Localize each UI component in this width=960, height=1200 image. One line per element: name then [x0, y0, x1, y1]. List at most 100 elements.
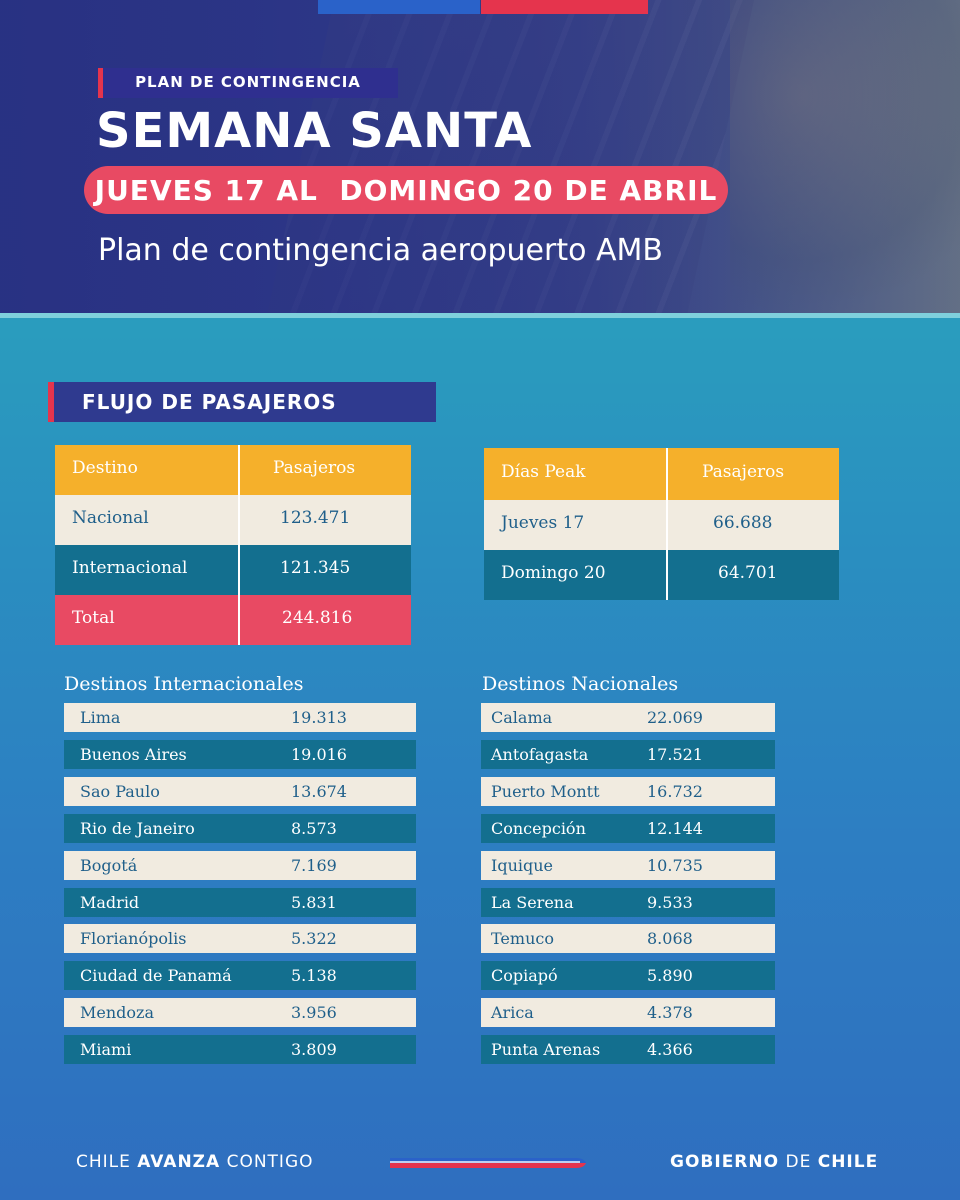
peak-row-value: 66.688: [713, 513, 773, 533]
list-item-name-cell: Puerto Montt: [481, 777, 624, 806]
peak-row-label: Domingo 20: [501, 563, 606, 583]
destination-name: La Serena: [491, 893, 574, 912]
list-item: La Serena 9.533: [481, 888, 775, 917]
destination-name: Punta Arenas: [491, 1040, 601, 1059]
summary-row: Nacional 123.471: [55, 495, 411, 545]
peak-header-row: Días Peak Pasajeros: [484, 448, 839, 500]
list-item: Sao Paulo 13.674: [64, 777, 416, 806]
list-item: Concepción 12.144: [481, 814, 775, 843]
list-item-value-cell: 8.573: [274, 814, 416, 843]
passenger-count: 4.378: [647, 1003, 693, 1022]
list-item-name-cell: Bogotá: [64, 851, 266, 880]
flag-stripe-blue: [318, 0, 480, 14]
passenger-count: 9.533: [647, 893, 693, 912]
peak-row: Domingo 20 64.701: [484, 550, 839, 600]
list-item-value-cell: 19.313: [274, 703, 416, 732]
list-item: Antofagasta 17.521: [481, 740, 775, 769]
summary-total-row: Total 244.816: [55, 595, 411, 645]
passenger-count: 13.674: [291, 782, 347, 801]
footer-slogan-suffix: CONTIGO: [220, 1152, 314, 1172]
peak-days-table: Días Peak Pasajeros Jueves 17 66.688 Dom…: [484, 448, 839, 600]
passenger-count: 3.809: [291, 1040, 337, 1059]
list-item: Miami 3.809: [64, 1035, 416, 1064]
list-item-value-cell: 7.169: [274, 851, 416, 880]
destination-name: Mendoza: [80, 1003, 154, 1022]
destination-name: Florianópolis: [80, 929, 187, 948]
list-item: Arica 4.378: [481, 998, 775, 1027]
passenger-count: 19.016: [291, 745, 347, 764]
list-item-name-cell: Miami: [64, 1035, 266, 1064]
passenger-count: 7.169: [291, 856, 337, 875]
list-item-name-cell: Concepción: [481, 814, 624, 843]
list-item: Bogotá 7.169: [64, 851, 416, 880]
flag-swoosh-icon: [390, 1158, 586, 1168]
list-item-value-cell: 5.831: [274, 888, 416, 917]
list-item: Rio de Janeiro 8.573: [64, 814, 416, 843]
list-item: Madrid 5.831: [64, 888, 416, 917]
destination-name: Rio de Janeiro: [80, 819, 195, 838]
summary-row-value: 121.345: [280, 558, 351, 578]
footer-gov-bold1: GOBIERNO: [670, 1152, 780, 1172]
destination-name: Temuco: [491, 929, 554, 948]
date-range: JUEVES 17 AL DOMINGO 20 DE ABRIL: [94, 174, 718, 207]
list-item: Ciudad de Panamá 5.138: [64, 961, 416, 990]
list-item-name-cell: Sao Paulo: [64, 777, 266, 806]
list-item-name-cell: Antofagasta: [481, 740, 624, 769]
passenger-count: 8.068: [647, 929, 693, 948]
passenger-count: 22.069: [647, 708, 703, 727]
destination-name: Ciudad de Panamá: [80, 966, 232, 985]
peak-header-pasajeros: Pasajeros: [702, 462, 785, 482]
passenger-count: 5.890: [647, 966, 693, 985]
footer-government: GOBIERNO DE CHILE: [670, 1152, 878, 1172]
destination-name: Bogotá: [80, 856, 138, 875]
destination-name: Sao Paulo: [80, 782, 160, 801]
list-item-name-cell: Rio de Janeiro: [64, 814, 266, 843]
hero-overlay: [0, 0, 960, 318]
date-pill: JUEVES 17 AL DOMINGO 20 DE ABRIL: [84, 166, 728, 214]
section-header: FLUJO DE PASAJEROS: [48, 382, 436, 422]
footer-slogan-prefix: CHILE: [76, 1152, 138, 1172]
list-item: Mendoza 3.956: [64, 998, 416, 1027]
list-item: Punta Arenas 4.366: [481, 1035, 775, 1064]
summary-row-label: Internacional: [72, 558, 188, 578]
national-list-title: Destinos Nacionales: [482, 673, 679, 695]
list-item-name-cell: Iquique: [481, 851, 624, 880]
list-item-name-cell: Temuco: [481, 924, 624, 953]
list-item-name-cell: Arica: [481, 998, 624, 1027]
footer-slogan-bold: AVANZA: [137, 1152, 221, 1172]
list-item: Lima 19.313: [64, 703, 416, 732]
list-item-name-cell: Florianópolis: [64, 924, 266, 953]
list-item: Iquique 10.735: [481, 851, 775, 880]
list-item-value-cell: 3.809: [274, 1035, 416, 1064]
destination-name: Puerto Montt: [491, 782, 600, 801]
destination-name: Copiapó: [491, 966, 558, 985]
list-item: Puerto Montt 16.732: [481, 777, 775, 806]
list-item-value-cell: 16.732: [632, 777, 775, 806]
summary-header-row: Destino Pasajeros: [55, 445, 411, 495]
list-item-value-cell: 19.016: [274, 740, 416, 769]
list-item: Temuco 8.068: [481, 924, 775, 953]
page-title: SEMANA SANTA: [96, 103, 533, 159]
list-item-name-cell: Copiapó: [481, 961, 624, 990]
list-item-name-cell: Ciudad de Panamá: [64, 961, 266, 990]
hero-banner-photo: [0, 0, 960, 318]
summary-table: Destino Pasajeros Nacional 123.471 Inter…: [55, 445, 411, 645]
destination-name: Antofagasta: [491, 745, 589, 764]
passenger-count: 12.144: [647, 819, 703, 838]
passenger-count: 4.366: [647, 1040, 693, 1059]
hero-divider: [0, 313, 960, 318]
destination-name: Arica: [491, 1003, 534, 1022]
destination-name: Miami: [80, 1040, 132, 1059]
list-item: Buenos Aires 19.016: [64, 740, 416, 769]
list-item-value-cell: 17.521: [632, 740, 775, 769]
list-item-name-cell: Punta Arenas: [481, 1035, 624, 1064]
summary-row-label: Nacional: [72, 508, 149, 528]
list-item-value-cell: 5.890: [632, 961, 775, 990]
list-item-name-cell: Buenos Aires: [64, 740, 266, 769]
passenger-count: 16.732: [647, 782, 703, 801]
list-item-name-cell: Lima: [64, 703, 266, 732]
peak-row-label: Jueves 17: [501, 513, 585, 533]
section-accent: [48, 382, 54, 422]
peak-header-dias: Días Peak: [501, 462, 586, 482]
